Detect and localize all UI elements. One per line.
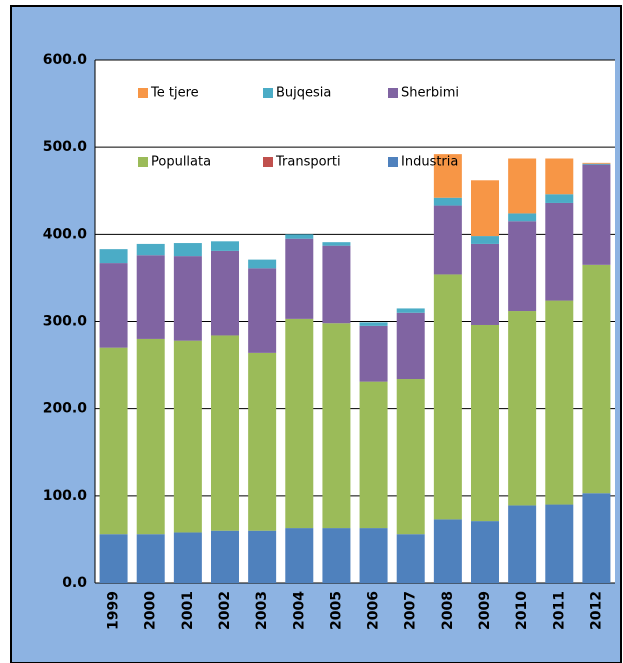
bar-segment [508,311,537,506]
bar-segment [248,530,277,583]
y-tick-label: 200.0 [43,401,88,417]
x-tick-label: 2001 [180,591,196,630]
bar-segment [285,238,314,319]
bar-segment [433,519,462,583]
bar-segment [545,504,574,583]
bar-segment [211,250,239,336]
bar-segment [322,323,351,529]
legend-swatch [138,157,148,167]
bar-segment [582,162,611,164]
bar-segment [433,274,462,520]
bar-segment [322,528,351,583]
bar-segment [471,236,499,244]
bar-segment [285,528,314,583]
legend-swatch [388,157,398,167]
bar-segment [396,312,425,380]
bar-segment [99,263,128,348]
x-tick-label: 2005 [328,591,344,630]
legend-label: Transporti [275,155,341,170]
x-tick-label: 2012 [588,591,604,630]
bar-segment [211,530,239,583]
bar-segment [99,249,128,264]
bar-segment [173,532,202,583]
bar-segment [433,154,462,198]
y-tick-label: 0.0 [62,575,87,591]
bar-segment [508,505,537,583]
bar-segment [136,534,165,583]
legend-label: Te tjere [150,86,199,101]
x-tick-label: 2007 [403,591,419,630]
bar-segment [508,213,537,222]
x-tick-label: 2011 [551,591,567,630]
bar-segment [433,205,462,275]
bar-segment [99,347,128,535]
x-tick-label: 2002 [217,591,233,630]
bar-segment [136,255,165,339]
bar-segment [211,335,239,531]
legend-swatch [263,157,273,167]
bar-segment [285,234,314,239]
y-tick-label: 100.0 [43,488,88,504]
legend-swatch [388,88,398,98]
bar-segment [471,243,499,325]
x-tick-label: 2010 [514,591,530,630]
x-tick-label: 1999 [106,591,122,630]
bar-segment [248,259,277,269]
bar-segment [582,163,611,165]
bar-segment [359,528,388,583]
bar-segment [359,381,388,529]
bar-segment [136,243,165,256]
bar-segment [545,202,574,301]
legend-swatch [138,88,148,98]
x-tick-label: 2009 [477,591,493,630]
y-tick-label: 300.0 [43,314,88,330]
bar-segment [173,243,202,257]
bar-segment [173,340,202,533]
y-tick-label: 600.0 [43,52,88,68]
legend-label: Sherbimi [401,86,459,101]
bar-segment [211,241,239,251]
bar-segment [582,264,611,494]
bar-segment [508,221,537,312]
bar-segment [582,493,611,583]
x-tick-label: 2006 [366,591,382,630]
bar-segment [359,325,388,382]
x-tick-label: 2003 [254,591,270,630]
bar-segment [322,242,351,246]
bar-segment [396,379,425,535]
legend-label: Bujqesia [276,86,331,101]
bar-segment [582,164,611,265]
bar-segment [545,158,574,195]
bar-segment [248,268,277,353]
x-tick-label: 2008 [440,591,456,630]
legend-swatch [263,88,273,98]
bar-segment [545,300,574,505]
x-tick-label: 2000 [143,591,159,630]
bar-segment [173,256,202,341]
bar-segment [396,534,425,583]
bar-segment [545,194,574,203]
bar-segment [508,158,537,214]
bar-segment [248,352,277,531]
bar-segment [285,318,314,529]
bar-segment [322,245,351,324]
legend-label: Industria [401,155,458,170]
bar-segment [433,197,462,206]
y-tick-label: 400.0 [43,226,88,242]
y-tick-label: 500.0 [43,139,88,155]
bar-segment [396,308,425,313]
bar-segment [471,324,499,522]
bar-segment [99,534,128,583]
bar-segment [359,322,388,326]
bar-segment [471,180,499,237]
x-tick-label: 2004 [291,591,307,630]
legend-label: Popullata [151,155,211,170]
bar-segment [136,338,165,535]
bar-segment [471,521,499,583]
